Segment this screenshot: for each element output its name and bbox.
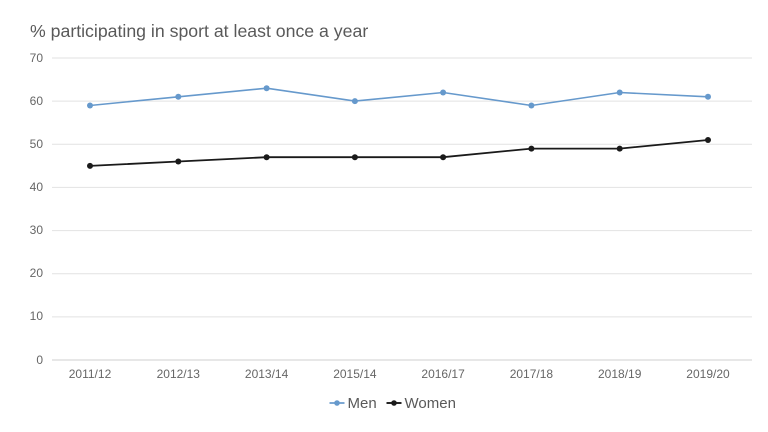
svg-text:30: 30 bbox=[30, 223, 44, 237]
svg-text:2016/17: 2016/17 bbox=[421, 367, 465, 381]
svg-text:2018/19: 2018/19 bbox=[598, 367, 642, 381]
svg-text:10: 10 bbox=[30, 309, 44, 323]
svg-text:2017/18: 2017/18 bbox=[510, 367, 554, 381]
svg-text:70: 70 bbox=[30, 51, 44, 65]
svg-text:40: 40 bbox=[30, 180, 44, 194]
svg-text:Men: Men bbox=[348, 395, 377, 412]
svg-text:0: 0 bbox=[36, 353, 43, 367]
svg-text:2013/14: 2013/14 bbox=[245, 367, 289, 381]
svg-text:2011/12: 2011/12 bbox=[69, 367, 112, 381]
svg-text:2019/20: 2019/20 bbox=[686, 367, 730, 381]
svg-text:2012/13: 2012/13 bbox=[157, 367, 201, 381]
svg-text:Women: Women bbox=[405, 395, 456, 412]
svg-text:2015/14: 2015/14 bbox=[333, 367, 377, 381]
svg-text:20: 20 bbox=[30, 266, 44, 280]
svg-text:60: 60 bbox=[30, 94, 44, 108]
svg-text:50: 50 bbox=[30, 137, 44, 151]
